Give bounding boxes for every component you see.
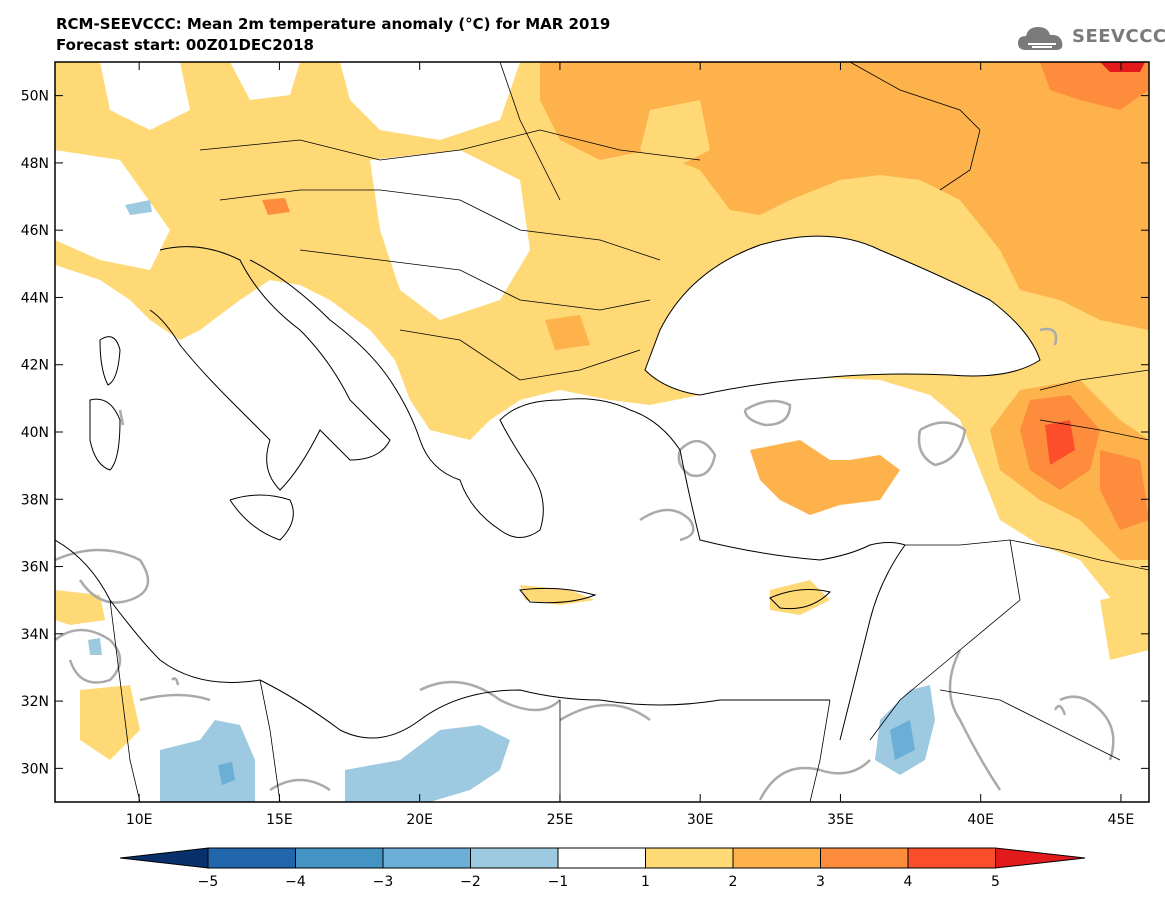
cloud-icon — [1018, 27, 1063, 50]
anomaly-area-max — [1045, 420, 1075, 465]
mediterranean-neutral-area — [55, 265, 870, 802]
lon-tick-label: 20E — [406, 812, 433, 828]
seevccc-logo: SEEVCCC — [1016, 22, 1165, 56]
levant-coastline — [839, 544, 906, 741]
black-sea-coastline — [644, 235, 1041, 396]
colorbar-segment — [820, 847, 909, 869]
anomaly-area — [80, 685, 140, 760]
lon-tick-label: 25E — [547, 812, 574, 828]
lat-tick-label: 30N — [21, 761, 49, 777]
anomaly-area — [55, 590, 105, 625]
anomaly-area-strong — [1040, 62, 1149, 110]
colorbar-label: 1 — [641, 874, 650, 890]
cold-anomaly-area — [218, 762, 235, 785]
neutral-area — [100, 62, 190, 130]
zero-contours — [55, 327, 1115, 801]
cold-anomaly-area — [125, 200, 152, 215]
colorbar-label: −5 — [198, 874, 219, 890]
map-title: RCM-SEEVCCC: Mean 2m temperature anomaly… — [56, 15, 611, 33]
colorbar-segment — [645, 847, 734, 869]
colorbar-high-arrow — [995, 847, 1086, 869]
lat-tick-label: 42N — [21, 358, 49, 374]
colorbar-low-arrow — [119, 847, 209, 869]
corsica-coastline — [99, 336, 121, 386]
crete-coastline — [519, 587, 597, 604]
colorbar: −5 −4 −3 −2 −1 1 2 3 4 5 — [119, 847, 1086, 890]
lat-tick-label: 32N — [21, 694, 49, 710]
colorbar-label: −2 — [460, 874, 481, 890]
cyprus-coastline — [769, 589, 831, 610]
colorbar-segment — [470, 847, 559, 869]
lon-tick-label: 35E — [827, 812, 854, 828]
sicily-coastline — [229, 494, 294, 541]
colorbar-label: 3 — [816, 874, 825, 890]
colorbar-label: 2 — [729, 874, 738, 890]
cold-anomaly-area — [88, 638, 102, 655]
colorbar-label: −1 — [548, 874, 569, 890]
logo-text: SEEVCCC — [1072, 26, 1165, 47]
cold-anomaly-area — [345, 725, 510, 802]
lon-tick-label: 40E — [967, 812, 994, 828]
colorbar-label: 4 — [904, 874, 913, 890]
lat-tick-label: 40N — [21, 425, 49, 441]
lat-tick-label: 36N — [21, 560, 49, 576]
colorbar-label: −4 — [285, 874, 306, 890]
anomaly-area-max — [1100, 62, 1145, 72]
anomaly-area — [640, 100, 710, 170]
colorbar-label: −3 — [373, 874, 394, 890]
colorbar-segment — [382, 847, 471, 869]
anomaly-area — [1100, 590, 1149, 660]
neutral-area — [230, 62, 300, 100]
turkey-coastline — [629, 409, 906, 561]
forecast-start-label: Forecast start: 00Z01DEC2018 — [56, 36, 314, 54]
north-africa-coastline — [55, 539, 830, 739]
anomaly-field — [55, 62, 1149, 802]
lat-tick-label: 44N — [21, 290, 49, 306]
anomaly-area — [262, 198, 290, 215]
colorbar-segment — [295, 847, 384, 869]
colorbar-label: 5 — [991, 874, 1000, 890]
colorbar-segment — [557, 847, 646, 869]
sardinia-coastline — [89, 398, 121, 471]
lon-tick-label: 10E — [126, 812, 153, 828]
colorbar-segment — [207, 847, 296, 869]
lat-tick-label: 38N — [21, 492, 49, 508]
anomaly-area — [770, 580, 830, 615]
anomaly-area-north — [55, 62, 1149, 610]
anomaly-area — [545, 315, 590, 350]
greece-coastline — [459, 398, 631, 538]
colorbar-segment — [907, 847, 996, 869]
longitude-axis: 10E 15E 20E 25E 30E 35E 40E 45E — [126, 62, 1134, 828]
adriatic-coastline — [249, 259, 461, 481]
lon-tick-label: 15E — [266, 812, 293, 828]
anomaly-area — [750, 440, 900, 515]
lon-tick-label: 30E — [687, 812, 714, 828]
italy-coastline — [149, 246, 391, 491]
coastlines — [55, 235, 1041, 741]
lat-tick-label: 34N — [21, 627, 49, 643]
lat-tick-label: 46N — [21, 223, 49, 239]
anomaly-area-strong — [1100, 450, 1149, 530]
cold-anomaly-area — [890, 720, 915, 760]
lat-tick-label: 48N — [21, 156, 49, 172]
lon-tick-label: 45E — [1108, 812, 1135, 828]
colorbar-segment — [732, 847, 821, 869]
latitude-axis: 30N 32N 34N 36N 38N 40N 42N 44N 46N 48N 50N — [21, 89, 1149, 777]
neutral-area — [370, 150, 530, 320]
neutral-area — [340, 62, 520, 140]
cold-anomaly-area — [160, 720, 255, 802]
neutral-area — [55, 150, 170, 270]
black-sea-region — [645, 236, 1040, 395]
country-borders — [109, 62, 1149, 802]
lat-tick-label: 50N — [21, 89, 49, 105]
